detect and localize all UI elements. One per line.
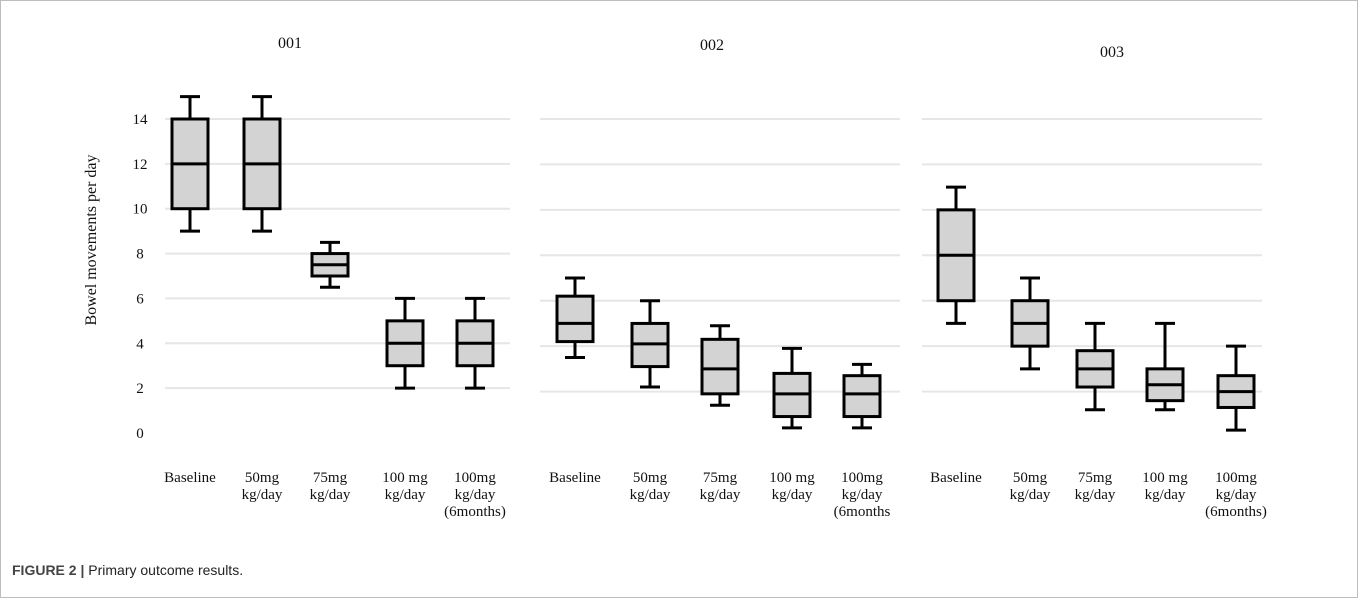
y-tick-label: 4 bbox=[136, 336, 144, 352]
grid-lines bbox=[165, 118, 1262, 393]
figure-caption: FIGURE 2 | Primary outcome results. bbox=[12, 562, 243, 578]
x-category-label: Baseline bbox=[930, 470, 982, 486]
x-category-label: 50mg kg/day bbox=[242, 470, 283, 503]
x-category-label: Baseline bbox=[549, 470, 601, 486]
panel-title: 001 bbox=[278, 35, 302, 52]
panels: 001 Baseline 50mg kg/day 75mg kg/day 100 mg kg/… bbox=[164, 35, 1267, 520]
x-category-label: Baseline bbox=[164, 470, 216, 486]
x-category-label: 100 mg kg/day bbox=[1142, 470, 1188, 503]
y-tick-label: 8 bbox=[136, 247, 144, 263]
box-plot-chart: Bowel movements per day 0 2 4 6 8 10 12 14 001 B… bbox=[83, 35, 1267, 520]
y-tick-label: 12 bbox=[133, 157, 148, 173]
x-category-label: 50mg kg/day bbox=[630, 470, 671, 503]
y-tick-label: 0 bbox=[136, 426, 144, 442]
box bbox=[700, 337, 740, 396]
x-category-label: 75mg kg/day bbox=[1075, 470, 1116, 503]
x-category-label: 75mg kg/day bbox=[310, 470, 351, 503]
x-category-label: 75mg kg/day bbox=[700, 470, 741, 503]
box bbox=[555, 294, 595, 344]
caption-lead: FIGURE 2 | bbox=[12, 562, 85, 578]
x-category-label: 100 mg kg/day bbox=[382, 470, 428, 503]
box bbox=[842, 374, 882, 419]
panel-title: 002 bbox=[700, 37, 724, 54]
panel-002: 002 Baseline 50mg kg/day 75mg kg/day 100 mg kg/… bbox=[549, 37, 890, 520]
y-axis-label: Bowel movements per day bbox=[83, 154, 100, 325]
panel-003: 003 Baseline 50mg kg/day 75mg kg/day 100 mg kg/… bbox=[930, 44, 1267, 520]
x-category-label: 50mg kg/day bbox=[1010, 470, 1051, 503]
y-tick-label: 10 bbox=[133, 202, 148, 218]
y-axis: Bowel movements per day 0 2 4 6 8 10 12 14 bbox=[83, 112, 148, 442]
panel-001: 001 Baseline 50mg kg/day 75mg kg/day 100 mg kg/… bbox=[164, 35, 506, 520]
x-category-label: 100mg kg/day (6months) bbox=[1205, 470, 1267, 520]
x-category-label: 100 mg kg/day bbox=[769, 470, 815, 503]
y-tick-label: 14 bbox=[133, 112, 149, 128]
x-category-label: 100mg kg/day (6months) bbox=[444, 470, 506, 520]
panel-title: 003 bbox=[1100, 44, 1124, 61]
x-category-label: 100mg kg/day (6months bbox=[834, 470, 891, 520]
y-tick-label: 2 bbox=[136, 381, 144, 397]
y-tick-label: 6 bbox=[136, 291, 144, 307]
caption-text: Primary outcome results. bbox=[84, 562, 244, 578]
